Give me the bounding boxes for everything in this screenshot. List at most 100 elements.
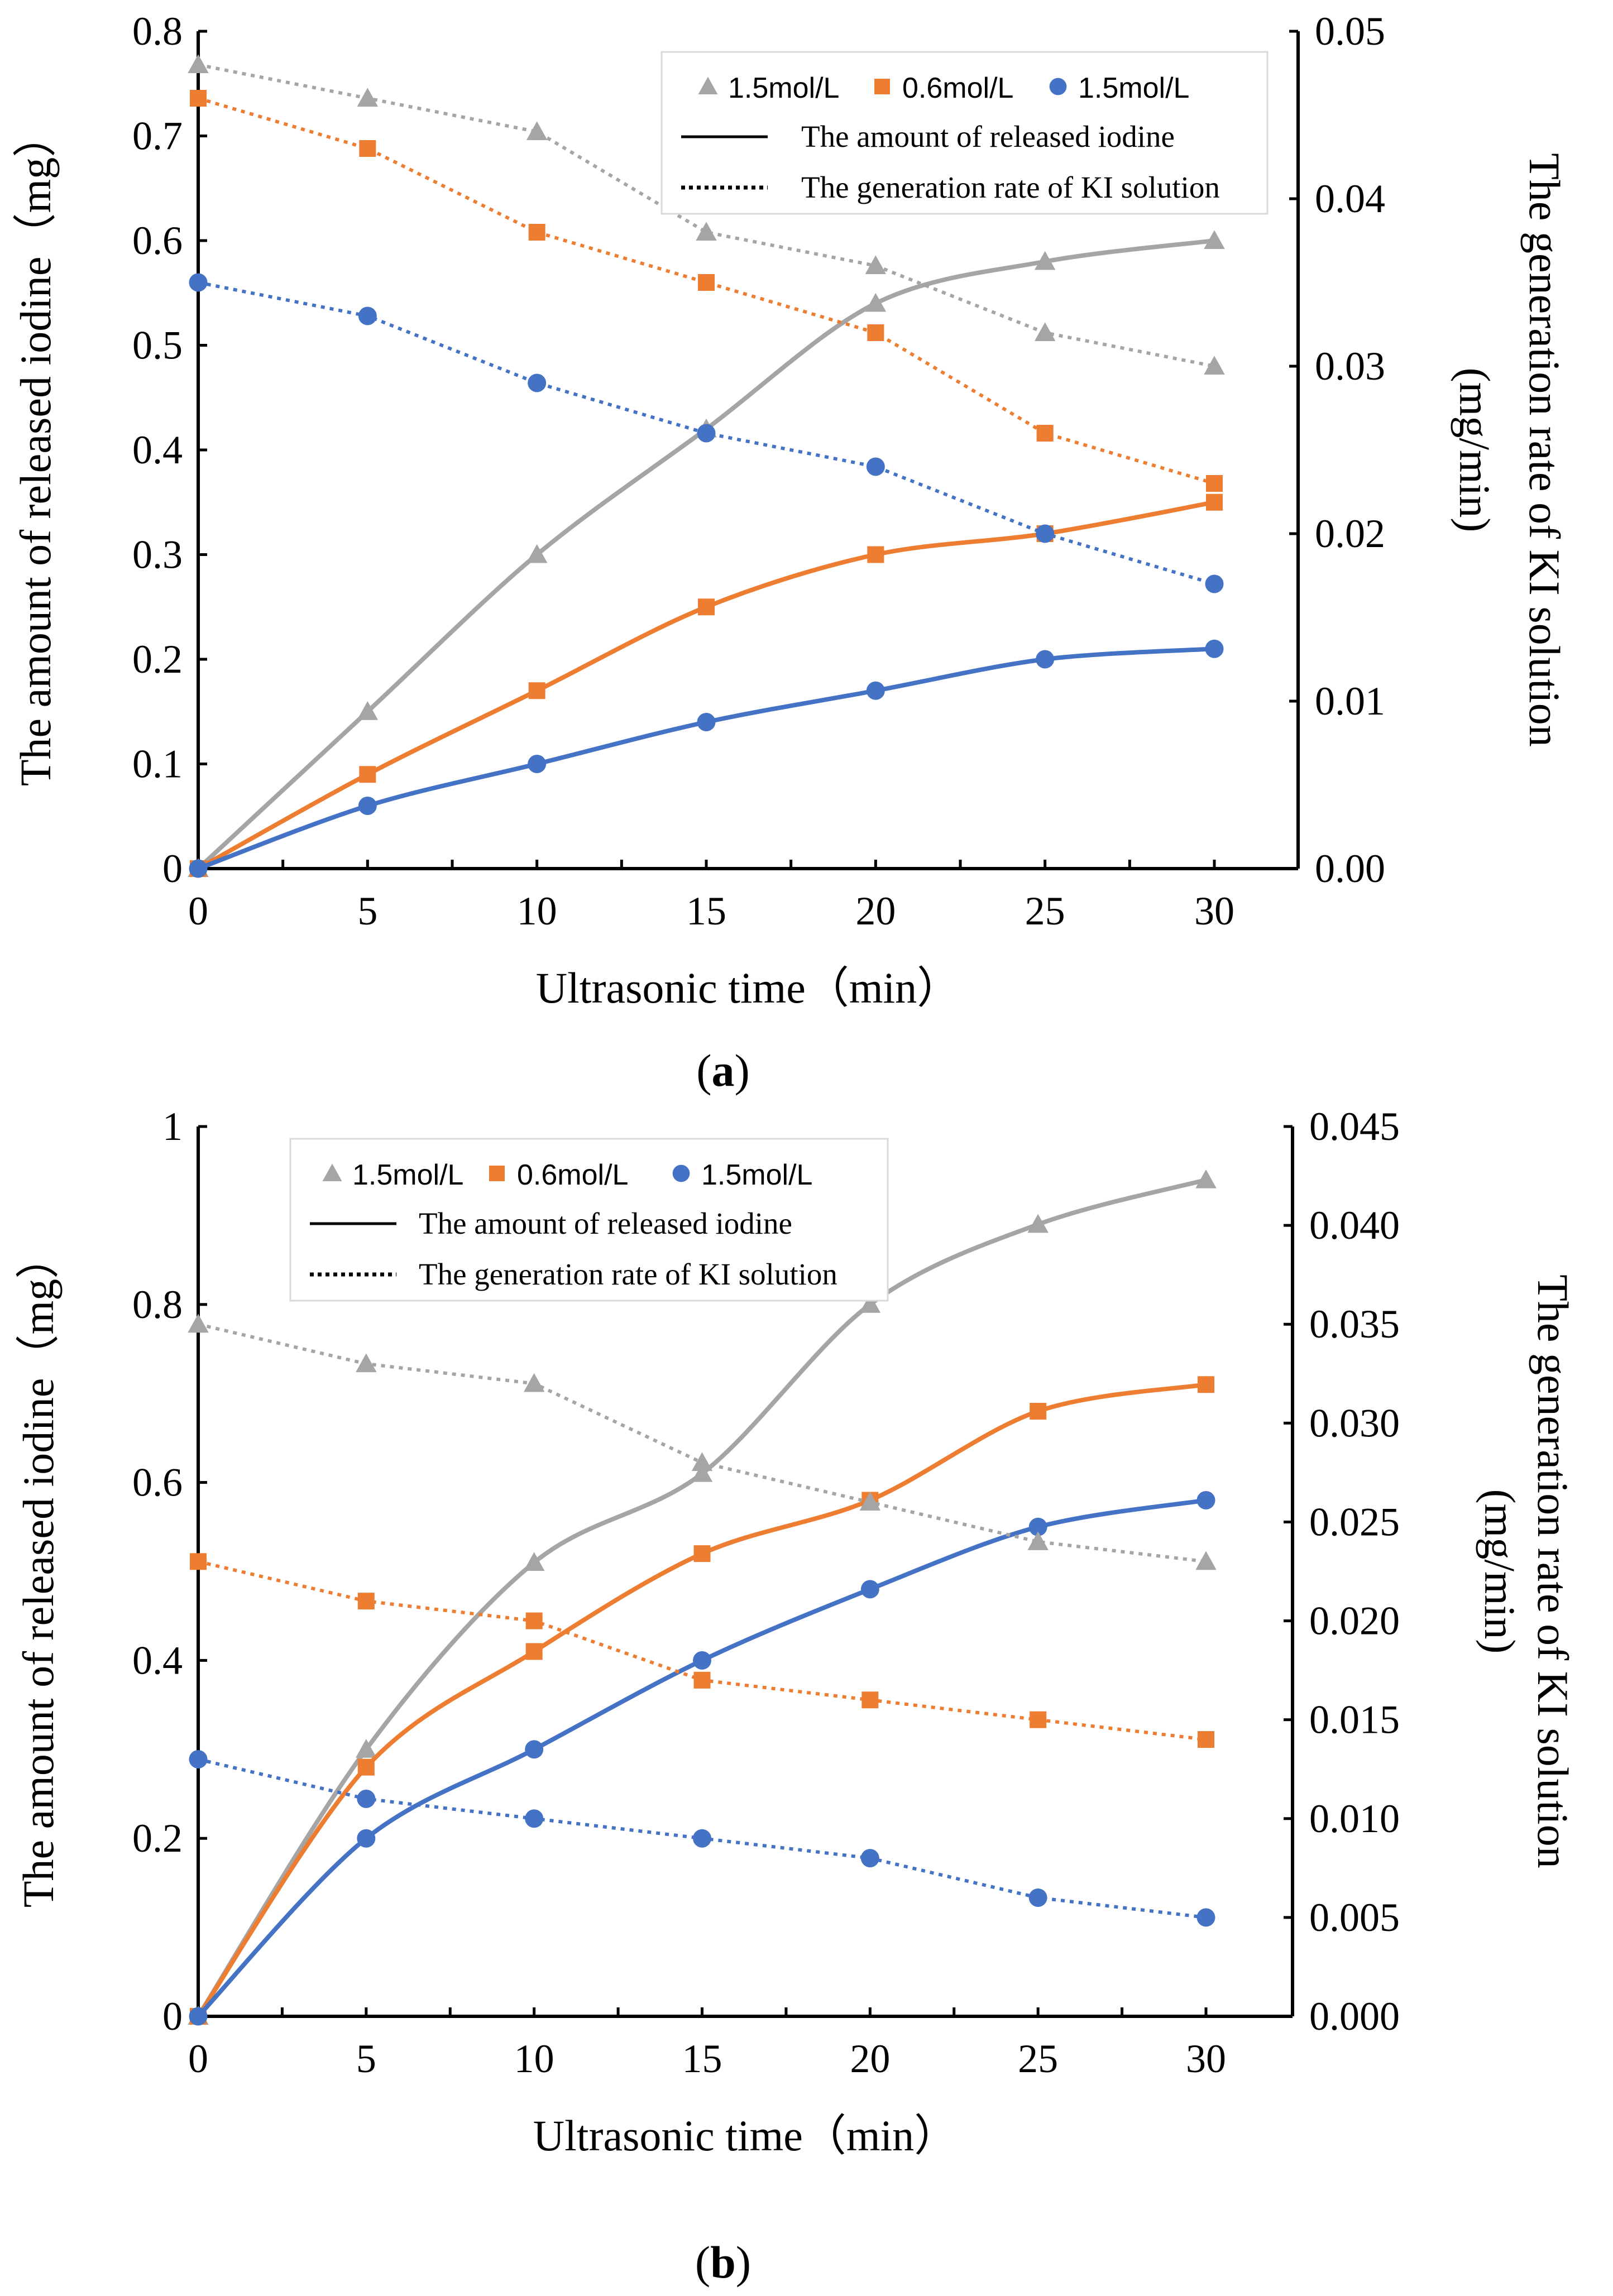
- data-point-marker: [525, 1643, 543, 1660]
- panel-label: (b): [695, 2237, 751, 2288]
- data-point-marker: [356, 1353, 377, 1373]
- left-y-tick-label: 0.3: [132, 533, 183, 577]
- x-tick-label: 10: [514, 2036, 554, 2081]
- left-y-tick-label: 0.7: [132, 114, 183, 159]
- data-point-marker: [865, 293, 887, 312]
- data-point-marker: [865, 255, 887, 274]
- legend-label: 1.5mol/L: [1078, 72, 1189, 104]
- x-tick-label: 15: [682, 2036, 722, 2081]
- data-point-marker: [357, 1593, 375, 1610]
- legend-label: 0.6mol/L: [902, 72, 1013, 104]
- data-point-marker: [190, 90, 207, 107]
- panel-label-paren-open: (: [695, 2237, 710, 2288]
- data-point-marker: [860, 1580, 879, 1599]
- data-point-marker: [523, 1373, 545, 1392]
- right-y-tick-label: 0.035: [1309, 1302, 1400, 1346]
- data-point-marker: [528, 224, 545, 241]
- legend-label: 1.5mol/L: [728, 72, 839, 104]
- left-y-tick-label: 0.8: [132, 9, 183, 54]
- left-y-axis-title: The amount of released iodine（mg）: [11, 114, 60, 786]
- right-y-tick-label: 0.04: [1315, 176, 1385, 221]
- left-y-tick-label: 0: [162, 846, 183, 891]
- left-y-tick-label: 1: [162, 1104, 183, 1149]
- data-point-marker: [189, 2007, 208, 2026]
- right-y-tick-label: 0.05: [1315, 9, 1385, 54]
- data-point-marker: [1030, 1711, 1047, 1728]
- right-y-tick-label: 0.005: [1309, 1895, 1400, 1940]
- data-point-marker: [357, 88, 379, 107]
- data-point-marker: [1198, 1376, 1214, 1393]
- data-point-marker: [357, 1789, 376, 1808]
- data-point-marker: [528, 682, 545, 699]
- data-point-marker: [525, 1809, 544, 1828]
- right-y-tick-label: 0.00: [1315, 846, 1385, 891]
- data-point-marker: [1028, 1888, 1047, 1907]
- legend-dotted-label: The generation rate of KI solution: [419, 1257, 837, 1291]
- right-y-tick-label: 0.025: [1309, 1499, 1400, 1544]
- data-point-marker: [359, 140, 376, 157]
- right-y-tick-label: 0.03: [1315, 344, 1385, 389]
- data-point-marker: [1028, 1517, 1047, 1536]
- data-point-marker: [1206, 493, 1223, 511]
- right-y-axis-title: The generation rate of KI solution: [1529, 1274, 1577, 1868]
- data-point-marker: [1198, 1731, 1214, 1748]
- data-point-marker: [696, 222, 717, 241]
- data-point-marker: [1196, 1490, 1215, 1509]
- data-point-marker: [859, 1294, 881, 1313]
- legend-solid-label: The amount of released iodine: [419, 1206, 792, 1240]
- data-point-marker: [866, 681, 885, 700]
- series-line-solid-0: [196, 1177, 1207, 2018]
- data-point-marker: [1027, 1214, 1049, 1233]
- right-y-tick-label: 0.02: [1315, 511, 1385, 556]
- panel-label-paren-close: ): [736, 2237, 751, 2288]
- legend-marker-circle: [1049, 78, 1067, 95]
- right-y-tick-label: 0.030: [1309, 1401, 1400, 1445]
- x-tick-label: 30: [1194, 889, 1234, 933]
- panel-label-letter: a: [712, 1045, 735, 1096]
- data-point-marker: [697, 713, 716, 731]
- data-point-marker: [693, 1545, 711, 1562]
- x-tick-label: 5: [356, 2036, 376, 2081]
- x-tick-label: 30: [1186, 2036, 1226, 2081]
- data-point-marker: [867, 324, 884, 341]
- right-y-tick-label: 0.01: [1315, 679, 1385, 723]
- data-point-marker: [1034, 322, 1056, 341]
- data-point-marker: [1036, 650, 1055, 669]
- data-point-marker: [523, 1552, 545, 1571]
- right-y-tick-label: 0.040: [1309, 1203, 1400, 1248]
- right-y-tick-label: 0.015: [1309, 1698, 1400, 1742]
- data-point-marker: [697, 424, 716, 443]
- left-y-tick-label: 0.4: [132, 428, 183, 472]
- chart-panel-a: 0 0.1 0.2 0.3 0.4 0.5 0.6 0.7 0.8 0.00 0.01 0.02 0.0…: [11, 9, 1569, 1096]
- x-tick-label: 20: [850, 2036, 890, 2081]
- left-y-tick-label: 0.1: [132, 742, 183, 787]
- data-point-marker: [1027, 1531, 1049, 1550]
- data-point-marker: [698, 274, 715, 291]
- data-point-marker: [693, 1651, 711, 1670]
- data-point-marker: [528, 755, 547, 773]
- left-y-tick-label: 0: [162, 1994, 183, 2039]
- left-y-tick-label: 0.5: [132, 323, 183, 368]
- data-point-marker: [357, 701, 379, 720]
- left-y-axis-title: The amount of released iodine（mg）: [14, 1235, 63, 1907]
- data-point-marker: [357, 1829, 376, 1848]
- data-point-marker: [1204, 356, 1225, 375]
- data-point-marker: [528, 373, 547, 392]
- data-point-marker: [860, 1849, 879, 1868]
- data-point-marker: [691, 1463, 713, 1482]
- x-tick-label: 25: [1018, 2036, 1058, 2081]
- right-y-tick-label: 0.010: [1309, 1796, 1400, 1841]
- data-point-marker: [1195, 1551, 1217, 1570]
- data-point-marker: [1196, 1908, 1215, 1927]
- left-y-tick-label: 0.6: [132, 1460, 183, 1505]
- data-point-marker: [358, 306, 377, 325]
- data-point-marker: [188, 1314, 209, 1333]
- data-point-marker: [189, 273, 208, 292]
- left-y-tick-label: 0.8: [132, 1282, 183, 1327]
- data-point-marker: [693, 1829, 711, 1848]
- data-point-marker: [356, 1739, 377, 1758]
- data-point-marker: [358, 797, 377, 815]
- data-point-marker: [189, 859, 208, 878]
- data-point-marker: [1206, 475, 1223, 492]
